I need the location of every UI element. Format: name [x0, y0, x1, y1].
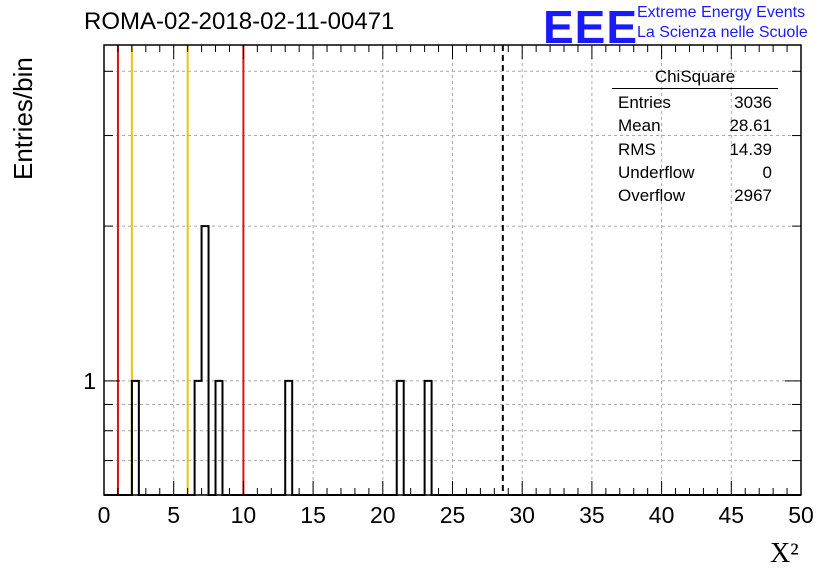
eee-logo: EEE	[543, 1, 639, 53]
stats-value: 0	[762, 162, 772, 182]
x-tick-label: 35	[579, 502, 605, 528]
stats-row-rms: RMS 14.39	[612, 138, 778, 161]
x-tick-label: 5	[167, 502, 180, 528]
x-tick-label: 30	[509, 502, 535, 528]
x-tick-label: 50	[788, 502, 814, 528]
logo-line-1: Extreme Energy Events	[637, 4, 806, 21]
stats-title: ChiSquare	[612, 66, 778, 89]
y-tick-label: 1	[83, 368, 96, 394]
x-tick-label: 0	[98, 502, 111, 528]
x-tick-label: 25	[440, 502, 466, 528]
x-axis-label: X²	[770, 538, 799, 569]
stats-value: 2967	[734, 186, 772, 206]
x-tick-label: 20	[370, 502, 396, 528]
stats-row-overflow: Overflow 2967	[612, 184, 778, 207]
reference-lines	[116, 45, 504, 495]
y-axis-label: Entries/bin	[8, 57, 38, 180]
stats-box: ChiSquare Entries 3036 Mean 28.61 RMS 14…	[612, 66, 778, 207]
stats-label: Overflow	[618, 186, 686, 206]
stats-label: Underflow	[618, 162, 695, 182]
x-tick-label: 10	[231, 502, 257, 528]
stats-row-underflow: Underflow 0	[612, 161, 778, 184]
stats-value: 28.61	[729, 116, 772, 136]
stats-label: Mean	[618, 116, 661, 136]
stats-row-entries: Entries 3036	[612, 91, 778, 114]
logo-line-2: La Scienza nelle Scuole	[637, 24, 808, 41]
stats-row-mean: Mean 28.61	[612, 114, 778, 137]
stats-value: 3036	[734, 93, 772, 112]
x-tick-label: 15	[300, 502, 326, 528]
x-tick-label: 45	[719, 502, 745, 528]
stats-label: RMS	[618, 139, 656, 159]
chart-title: ROMA-02-2018-02-11-00471	[84, 8, 395, 35]
x-tick-label: 40	[649, 502, 675, 528]
axes: 0 5 10 15 20 25 30 35 40 45 50 1	[83, 44, 814, 528]
stats-value: 14.39	[729, 139, 772, 159]
stats-label: Entries	[618, 93, 671, 112]
